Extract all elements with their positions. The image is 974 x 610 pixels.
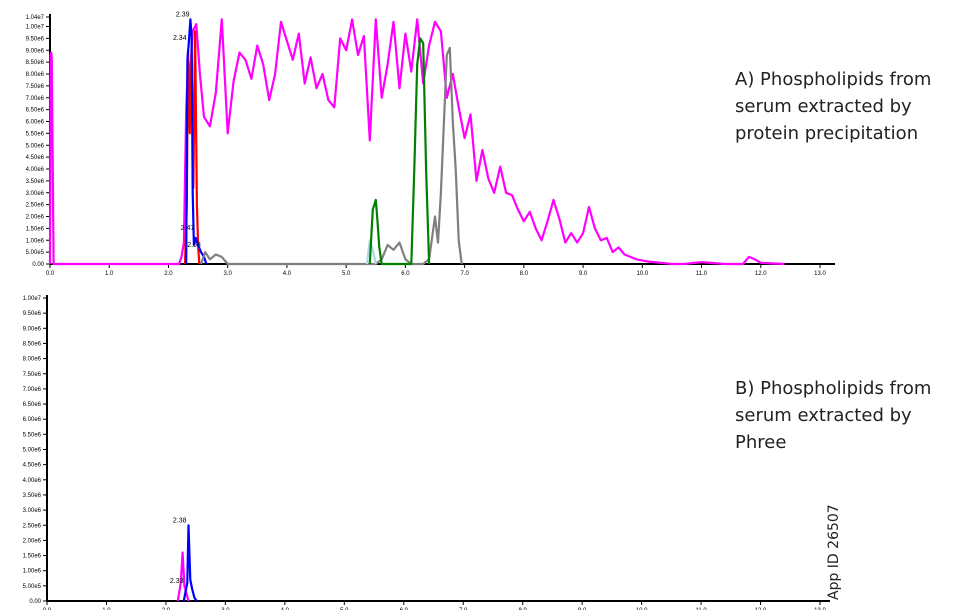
- y-tick-label: 8.00e6: [26, 72, 45, 78]
- y-tick-label: 9.50e6: [23, 311, 42, 317]
- x-tick-label: 12.0: [755, 271, 767, 277]
- x-tick-label: 1.0: [105, 271, 114, 277]
- y-tick-label: 8.50e6: [26, 60, 45, 66]
- x-tick-label: 4.0: [283, 271, 292, 277]
- y-tick-label: 7.00e6: [26, 96, 45, 102]
- x-tick-label: 2.0: [164, 271, 173, 277]
- y-tick-label: 8.50e6: [23, 341, 42, 347]
- x-tick-label: 6.0: [400, 608, 409, 610]
- y-tick-label: 0.00: [32, 262, 44, 268]
- y-tick-label: 7.00e6: [23, 387, 42, 393]
- y-tick-label: 9.00e6: [26, 48, 45, 54]
- x-tick-label: 11.0: [696, 271, 708, 277]
- y-tick-label: 2.00e6: [26, 215, 45, 221]
- app-id-label: App ID 26507: [826, 504, 842, 600]
- y-tick-label: 4.00e6: [26, 167, 45, 173]
- chromatogram-a: 0.00 5.00e5 1.00e6 1.50e6 2.00e6 2.50e6 3.00e6…: [26, 11, 835, 277]
- y-tick-label: 5.00e5: [26, 250, 45, 256]
- peak-label: 2.38: [173, 517, 187, 524]
- x-tick-label: 7.0: [460, 271, 469, 277]
- x-tick-label: 12.0: [755, 608, 767, 610]
- x-tick-label: 5.0: [340, 608, 349, 610]
- caption-a: A) Phospholipids from serum extracted by…: [735, 69, 932, 144]
- y-tick-label: 1.04e7: [26, 15, 45, 21]
- y-tick-label: 1.00e6: [26, 238, 45, 244]
- peak-label: 2.39: [176, 11, 190, 18]
- y-tick-label: 5.50e6: [23, 432, 42, 438]
- chromatogram-b: 0.00 5.00e5 1.00e6 1.50e6 2.00e6 2.50e6 3.00e6…: [23, 295, 830, 610]
- x-tick-label: 10.0: [636, 271, 648, 277]
- y-tick-label: 5.00e5: [23, 584, 42, 590]
- x-tick-label: 5.0: [342, 271, 351, 277]
- y-tick-label: 7.50e6: [23, 372, 42, 378]
- series-line-4: [199, 46, 463, 266]
- caption-b: B) Phospholipids from serum extracted by…: [735, 378, 932, 453]
- y-tick-label: 7.50e6: [26, 84, 45, 90]
- x-tick-label: 8.0: [519, 608, 528, 610]
- y-tick-label: 0.00: [29, 599, 41, 605]
- series-line-1: [176, 551, 190, 602]
- x-tick-label: 2.0: [162, 608, 171, 610]
- y-tick-label: 2.50e6: [23, 523, 42, 529]
- x-tick-label: 4.0: [281, 608, 290, 610]
- y-tick-label: 6.00e6: [23, 417, 42, 423]
- y-tick-label: 9.00e6: [23, 326, 42, 332]
- y-tick-label: 4.00e6: [23, 478, 42, 484]
- y-tick-label: 5.00e6: [26, 143, 45, 149]
- y-tick-label: 3.00e6: [26, 191, 45, 197]
- y-tick-label: 5.50e6: [26, 131, 45, 137]
- peak-label: 2.34: [173, 35, 187, 42]
- y-tick-label: 1.00e6: [23, 569, 42, 575]
- y-tick-label: 1.50e6: [26, 226, 45, 232]
- y-tick-label: 2.50e6: [26, 203, 45, 209]
- y-tick-label: 6.50e6: [23, 402, 42, 408]
- series-line-3: [185, 18, 208, 265]
- peak-label: 2.33: [170, 578, 184, 585]
- x-tick-label: 13.0: [814, 608, 826, 610]
- x-tick-label: 9.0: [579, 271, 588, 277]
- y-tick-label: 9.50e6: [26, 36, 45, 42]
- y-tick-label: 2.00e6: [23, 538, 42, 544]
- peak-label: 2.58: [187, 242, 201, 249]
- x-tick-label: 10.0: [636, 608, 648, 610]
- series-line-1: [48, 18, 785, 266]
- x-tick-label: 7.0: [459, 608, 468, 610]
- x-tick-label: 8.0: [520, 271, 529, 277]
- x-tick-label: 0.0: [46, 271, 55, 277]
- y-tick-label: 1.00e7: [26, 25, 45, 31]
- x-tick-label: 3.0: [224, 271, 233, 277]
- x-tick-label: 3.0: [221, 608, 230, 610]
- x-tick-label: 9.0: [578, 608, 587, 610]
- y-tick-label: 3.50e6: [23, 493, 42, 499]
- x-tick-label: 1.0: [102, 608, 111, 610]
- y-tick-label: 1.00e7: [23, 296, 42, 302]
- series-line-2: [182, 524, 198, 602]
- x-tick-label: 11.0: [695, 608, 707, 610]
- peak-label: 2.47: [181, 225, 195, 232]
- x-tick-label: 6.0: [401, 271, 410, 277]
- y-tick-label: 6.50e6: [26, 108, 45, 114]
- y-tick-label: 4.50e6: [23, 463, 42, 469]
- y-tick-label: 8.00e6: [23, 357, 42, 363]
- x-tick-label: 13.0: [814, 271, 826, 277]
- series-line-6: [368, 37, 431, 266]
- y-tick-label: 5.00e6: [23, 448, 42, 454]
- x-tick-label: 0.0: [43, 608, 52, 610]
- y-tick-label: 1.50e6: [23, 554, 42, 560]
- y-tick-label: 4.50e6: [26, 155, 45, 161]
- y-tick-label: 3.00e6: [23, 508, 42, 514]
- y-tick-label: 3.50e6: [26, 179, 45, 185]
- y-tick-label: 6.00e6: [26, 120, 45, 126]
